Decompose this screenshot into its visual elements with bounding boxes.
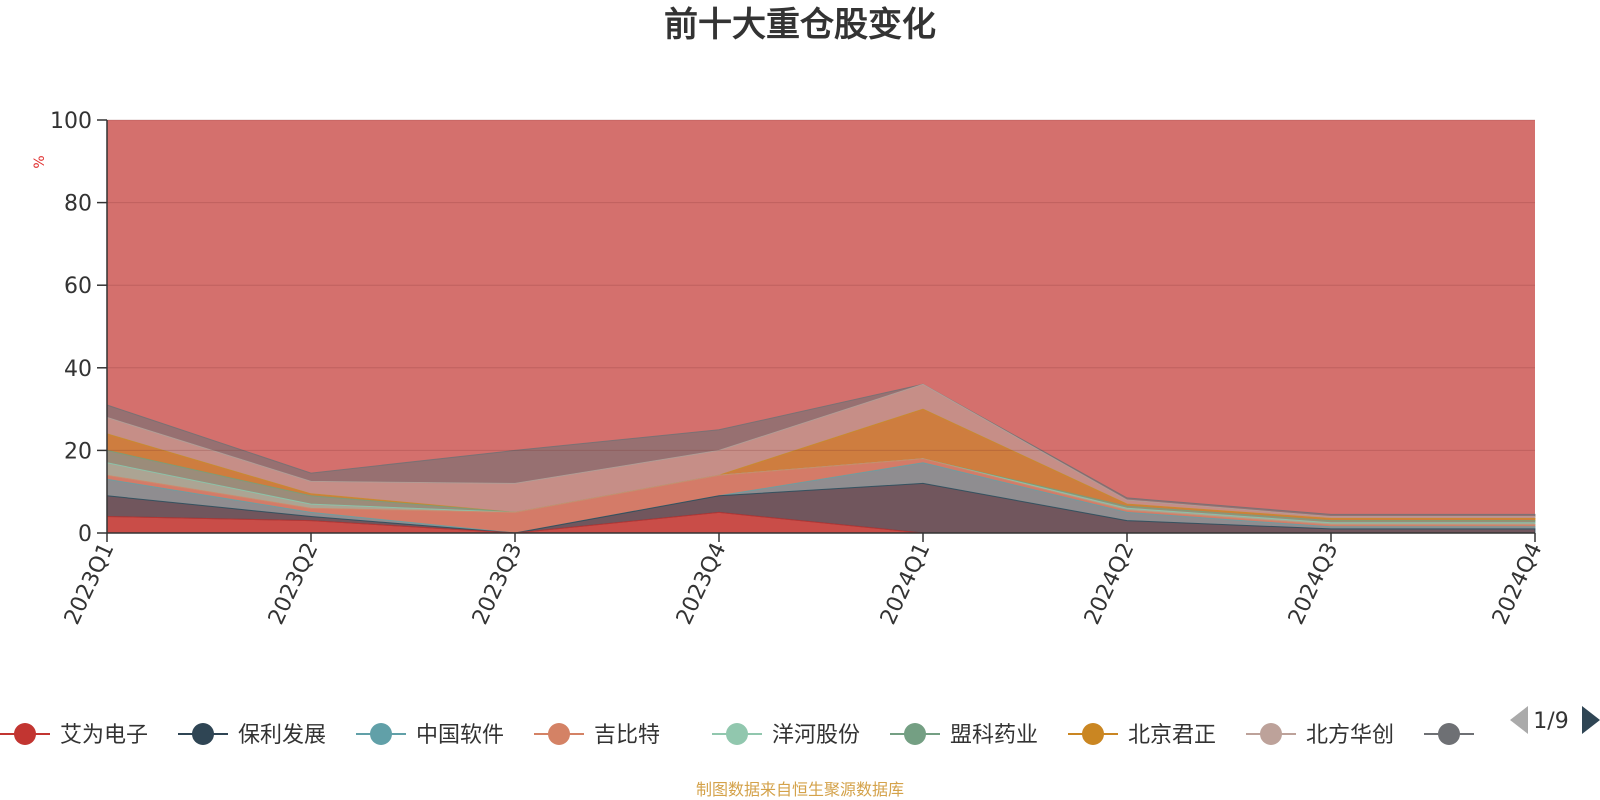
x-tick-label: 2024Q3 — [1284, 539, 1344, 629]
legend-next-icon[interactable] — [1582, 706, 1600, 734]
legend-label: 吉比特 — [594, 723, 660, 748]
legend-pager[interactable]: 1/9 — [1510, 706, 1600, 734]
legend-swatch-icon — [1260, 723, 1282, 745]
legend-page-indicator: 1/9 — [1533, 709, 1568, 734]
legend-item[interactable]: 艾为电子 — [0, 723, 148, 748]
legend-item[interactable]: 盟科药业 — [890, 723, 1038, 748]
x-tick-label: 2023Q2 — [264, 539, 324, 629]
legend[interactable]: 艾为电子 保利发展 中国软件 吉比特 洋河股份 盟科药业 北京君正 北方华创 瑞芯微 — [0, 723, 1550, 748]
source-note: 制图数据来自恒生聚源数据库 — [696, 780, 904, 799]
chart-title: 前十大重仓股变化 — [664, 5, 936, 45]
x-tick-label: 2023Q4 — [672, 539, 732, 629]
y-tick-label: 60 — [64, 274, 92, 299]
legend-item[interactable]: 北方华创 — [1246, 723, 1394, 748]
legend-swatch-icon — [548, 723, 570, 745]
x-tick-label: 2023Q1 — [60, 539, 120, 629]
legend-item[interactable]: 中国软件 — [356, 723, 504, 748]
legend-prev-icon[interactable] — [1510, 706, 1528, 734]
legend-item[interactable]: 北京君正 — [1068, 723, 1216, 748]
legend-item[interactable]: 洋河股份 — [712, 723, 860, 748]
legend-swatch-icon — [192, 723, 214, 745]
x-tick-label: 2023Q3 — [468, 539, 528, 629]
legend-label: 洋河股份 — [772, 723, 860, 748]
x-tick-label: 2024Q2 — [1080, 539, 1140, 629]
legend-swatch-icon — [1082, 723, 1104, 745]
legend-swatch-icon — [1438, 723, 1460, 745]
legend-label: 北京君正 — [1128, 723, 1216, 748]
y-tick-label: 20 — [64, 439, 92, 464]
legend-label: 北方华创 — [1306, 723, 1394, 748]
y-tick-label: 100 — [50, 109, 92, 134]
x-tick-label: 2024Q4 — [1488, 539, 1548, 629]
legend-label: 中国软件 — [416, 723, 504, 748]
y-tick-label: 0 — [78, 522, 92, 547]
y-tick-label: 80 — [64, 192, 92, 217]
legend-swatch-icon — [726, 723, 748, 745]
legend-item[interactable]: 瑞芯微 — [1424, 723, 1550, 748]
legend-item[interactable]: 保利发展 — [178, 723, 326, 748]
legend-items: 艾为电子 保利发展 中国软件 吉比特 洋河股份 盟科药业 北京君正 北方华创 瑞芯微 — [0, 723, 1550, 748]
legend-label: 艾为电子 — [60, 723, 148, 748]
legend-swatch-icon — [904, 723, 926, 745]
y-axis-label: % — [32, 155, 48, 168]
x-tick-label: 2024Q1 — [876, 539, 936, 629]
y-tick-label: 40 — [64, 357, 92, 382]
legend-label: 保利发展 — [238, 723, 326, 748]
grid-lines — [107, 119, 1535, 451]
legend-item[interactable]: 吉比特 — [534, 723, 660, 748]
legend-swatch-icon — [370, 723, 392, 745]
legend-swatch-icon — [14, 723, 36, 745]
legend-label: 盟科药业 — [950, 723, 1038, 748]
